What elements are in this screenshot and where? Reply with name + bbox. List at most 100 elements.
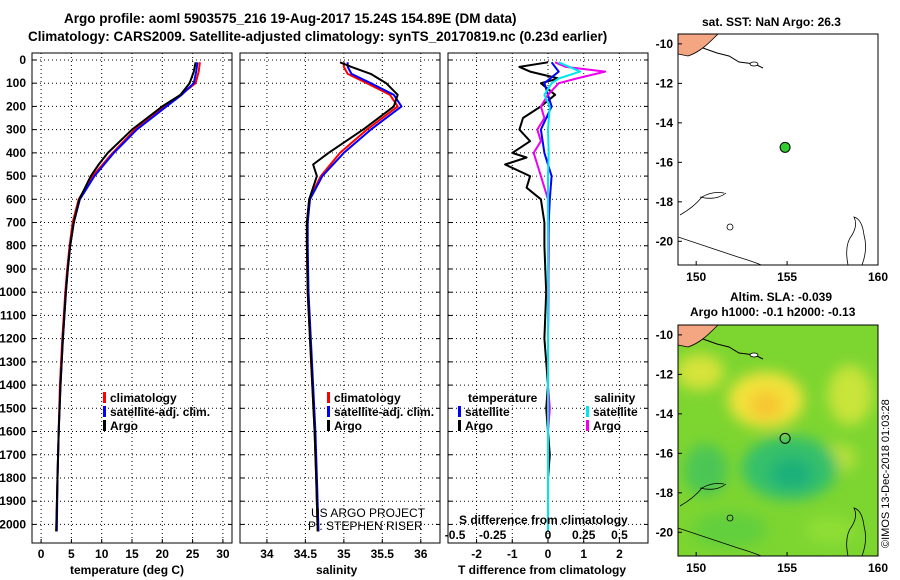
sla-patch [692, 512, 768, 548]
figure-title-line2: Climatology: CARS2009. Satellite-adjuste… [28, 29, 608, 44]
salinity-tick-label: 36 [414, 547, 428, 561]
legend-swatch [458, 420, 461, 431]
series-line-satellite-adj-clim- [306, 62, 403, 532]
float-position-marker [779, 432, 791, 444]
legend-swatch [103, 406, 106, 417]
grid-layer [32, 53, 648, 543]
map-lat-tick-label: -16 [656, 446, 674, 460]
temperature-tick-label: 5 [68, 547, 75, 561]
depth-tick-label: 800 [6, 239, 26, 253]
series-line-temperature-argo [504, 61, 560, 532]
salinity-tick-label: 34 [260, 547, 274, 561]
temperature-axis-label: temperature (deg C) [70, 563, 185, 577]
depth-tick-label: 200 [6, 99, 26, 113]
legend-swatch [103, 420, 106, 431]
s-difference-tick-label: 0.5 [611, 528, 628, 542]
depth-tick-label: 1800 [0, 471, 26, 485]
difference-tick-label: 1 [580, 547, 587, 561]
depth-tick-label: 0 [19, 53, 26, 67]
temperature-tick-label: 20 [156, 547, 170, 561]
s-difference-tick-label: 0 [545, 528, 552, 542]
temperature-tick-label: 15 [125, 547, 139, 561]
temperature-tick-label: 25 [186, 547, 200, 561]
map-lat-tick-label: -14 [656, 116, 674, 130]
map-lon-tick-label: 160 [868, 561, 888, 575]
map-lon-tick-label: 160 [868, 270, 888, 284]
depth-tick-label: 700 [6, 216, 26, 230]
sla-map-subtitle: Argo h1000: -0.1 h2000: -0.13 [690, 305, 856, 319]
s-difference-tick-label: -0.5 [445, 528, 466, 542]
series-line-argo [305, 61, 399, 532]
s-difference-tick-label: 0.25 [572, 528, 596, 542]
sla-high-patch [828, 365, 872, 425]
depth-tick-label: 2000 [0, 517, 26, 531]
series-line-climatology [305, 62, 399, 532]
difference-tick-label: 2 [616, 547, 623, 561]
sla-high-patch [678, 354, 724, 390]
legend-label: Argo [593, 419, 621, 433]
map-lat-tick-label: -20 [656, 234, 674, 248]
depth-contour [846, 216, 866, 265]
sla_map-frame [677, 324, 879, 557]
s-difference-title: S difference from climatology [459, 513, 628, 527]
map-lat-tick-label: -20 [656, 525, 674, 539]
frame-layer [31, 33, 879, 557]
map-lat-tick-label: -12 [656, 76, 674, 90]
land-mass [678, 34, 719, 57]
depth-tick-label: 600 [6, 192, 26, 206]
coastline [678, 236, 763, 265]
legend-label: satellite-adj. clim. [110, 405, 210, 419]
legend-swatch [327, 406, 330, 417]
legend-label: satellite-adj. clim. [334, 405, 434, 419]
difference-axis-label: T difference from climatology [458, 563, 627, 577]
legend-label: Argo [110, 419, 138, 433]
salinity-tick-label: 35 [337, 547, 351, 561]
map-lon-tick-label: 155 [777, 270, 797, 284]
map-lat-tick-label: -12 [656, 367, 674, 381]
depth-contour [679, 192, 725, 216]
depth-tick-label: 1200 [0, 332, 26, 346]
map-coastline-group [678, 325, 866, 556]
depth-contour [699, 483, 727, 490]
legend-label: climatology [334, 391, 401, 405]
temperature-tick-label: 0 [38, 547, 45, 561]
island [749, 61, 759, 67]
legend-swatch [586, 406, 589, 417]
map-lon-tick-label: 150 [686, 561, 706, 575]
difference-tick-label: 0 [545, 547, 552, 561]
imos-timestamp: ©IMOS 13-Dec-2018 01:03:28 [880, 399, 892, 548]
legend-label: Argo [465, 419, 493, 433]
sla-low-patch [684, 444, 728, 496]
s-difference-tick-label: -0.25 [479, 528, 507, 542]
depth-tick-label: 1100 [0, 308, 26, 322]
salinity-tick-label: 35.5 [371, 547, 395, 561]
reef-contour [726, 223, 734, 231]
legend-label: Argo [334, 419, 362, 433]
depth-tick-label: 1000 [0, 285, 26, 299]
map-lat-tick-label: -10 [656, 328, 674, 342]
curve-layer [55, 61, 607, 532]
legend-swatch [586, 420, 589, 431]
depth-contour [699, 192, 727, 199]
sst_map-frame [677, 33, 879, 266]
depth-tick-label: 1300 [0, 355, 26, 369]
sla-patch [804, 516, 856, 544]
depth-tick-label: 300 [6, 123, 26, 137]
series-line-salinity-satellite [543, 61, 582, 532]
legend-label: satellite [465, 405, 510, 419]
map-lat-tick-label: -16 [656, 155, 674, 169]
project-credit: US ARGO PROJECT [311, 506, 426, 520]
temperature-tick-label: 10 [95, 547, 109, 561]
depth-contour [679, 483, 725, 507]
legend-label: climatology [110, 391, 177, 405]
legend-swatch [458, 406, 461, 417]
salinity-axis-label: salinity [316, 563, 358, 577]
figure-title-line1: Argo profile: aoml 5903575_216 19-Aug-20… [64, 11, 517, 26]
series-line-salinity-argo [532, 61, 607, 532]
legend-swatch [103, 392, 106, 403]
depth-tick-label: 400 [6, 146, 26, 160]
float-position-marker [779, 141, 791, 153]
sla-map-title: Altim. SLA: -0.039 [730, 290, 833, 304]
